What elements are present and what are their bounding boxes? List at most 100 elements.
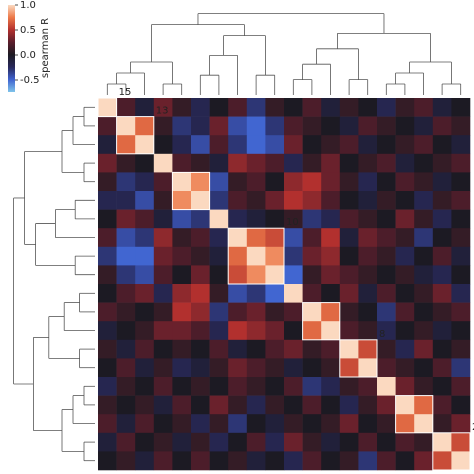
heatmap-cell (395, 265, 415, 285)
heatmap-cell (451, 432, 471, 452)
heatmap-cell (228, 414, 248, 434)
heatmap-cell (246, 98, 266, 117)
heatmap-cell (265, 153, 285, 173)
heatmap-cell (395, 228, 415, 248)
heatmap-cell (395, 135, 415, 155)
heatmap-cell (377, 395, 396, 415)
heatmap-cell (321, 98, 341, 117)
heatmap-cell (172, 191, 192, 210)
heatmap-cell (451, 414, 471, 434)
heatmap-cell (377, 209, 396, 229)
heatmap-cell (135, 414, 155, 434)
heatmap-cell (209, 228, 229, 248)
heatmap-cell (265, 228, 285, 248)
heatmap-cell (395, 302, 415, 322)
heatmap-cell (98, 209, 117, 229)
heatmap-cell (358, 432, 378, 452)
heatmap-cell (265, 395, 285, 415)
heatmap-cell (153, 265, 173, 285)
heatmap-cell (432, 228, 452, 248)
heatmap-cell (302, 191, 322, 210)
heatmap-cell (98, 246, 117, 266)
heatmap-cell (228, 451, 248, 471)
heatmap-cell (135, 265, 155, 285)
heatmap-cell (135, 246, 155, 266)
heatmap-cell (116, 395, 136, 415)
heatmap-cell (395, 321, 415, 341)
heatmap-cell (451, 339, 471, 359)
heatmap-cell (265, 414, 285, 434)
heatmap-cell (358, 302, 378, 322)
heatmap-cell (339, 172, 359, 192)
heatmap-cell (377, 98, 396, 117)
heatmap-cell (358, 321, 378, 341)
heatmap-cell (302, 246, 322, 266)
heatmap-cell (451, 228, 471, 248)
heatmap-cell (153, 153, 173, 173)
heatmap-cell (284, 98, 303, 117)
heatmap-cell (414, 191, 434, 210)
cluster-box (302, 302, 341, 341)
heatmap-cell (321, 395, 341, 415)
heatmap-cell (321, 209, 341, 229)
heatmap-cell (377, 172, 396, 192)
heatmap-cell (339, 395, 359, 415)
heatmap-cell (339, 377, 359, 396)
colorbar-tick-label: 0.5 (20, 25, 36, 36)
heatmap-cell (228, 265, 248, 285)
heatmap-cell (209, 209, 229, 229)
heatmap-cell (284, 395, 303, 415)
heatmap-cell (284, 284, 303, 303)
heatmap-cell (377, 135, 396, 155)
heatmap-cell (172, 209, 192, 229)
heatmap-cell (246, 377, 266, 396)
heatmap-cell (302, 116, 322, 136)
heatmap-cell (153, 432, 173, 452)
heatmap-cell (98, 339, 117, 359)
heatmap-cell (321, 135, 341, 155)
heatmap-cell (228, 284, 248, 303)
heatmap-cell (191, 339, 210, 359)
heatmap-cell (246, 302, 266, 322)
heatmap-cell (209, 432, 229, 452)
heatmap-cell (377, 246, 396, 266)
heatmap-cell (284, 135, 303, 155)
heatmap-cell (135, 209, 155, 229)
cluster-box (339, 339, 378, 378)
heatmap-cell (414, 135, 434, 155)
heatmap-cell (339, 246, 359, 266)
heatmap-cell (451, 153, 471, 173)
heatmap-cell (358, 116, 378, 136)
heatmap-cell (302, 377, 322, 396)
heatmap-cell (172, 135, 192, 155)
heatmap-cell (246, 135, 266, 155)
heatmap-cell (321, 451, 341, 471)
heatmap-cell (228, 135, 248, 155)
heatmap-cell (172, 339, 192, 359)
heatmap-cell (135, 339, 155, 359)
heatmap-cell (284, 265, 303, 285)
heatmap-cell (302, 451, 322, 471)
heatmap-cell (209, 135, 229, 155)
heatmap-cell (265, 98, 285, 117)
heatmap-cell (228, 116, 248, 136)
heatmap-cell (172, 358, 192, 378)
heatmap (98, 98, 471, 471)
heatmap-cell (228, 209, 248, 229)
heatmap-cell (339, 265, 359, 285)
heatmap-cell (172, 321, 192, 341)
heatmap-cell (98, 432, 117, 452)
heatmap-cell (451, 209, 471, 229)
heatmap-cell (302, 265, 322, 285)
colorbar-tick-label: -0.5 (20, 75, 40, 86)
heatmap-cell (153, 209, 173, 229)
heatmap-cell (265, 265, 285, 285)
heatmap-cell (265, 135, 285, 155)
heatmap-cell (339, 135, 359, 155)
heatmap-cell (98, 116, 117, 136)
heatmap-cell (414, 228, 434, 248)
heatmap-cell (228, 358, 248, 378)
heatmap-cell (191, 265, 210, 285)
heatmap-cell (135, 135, 155, 155)
